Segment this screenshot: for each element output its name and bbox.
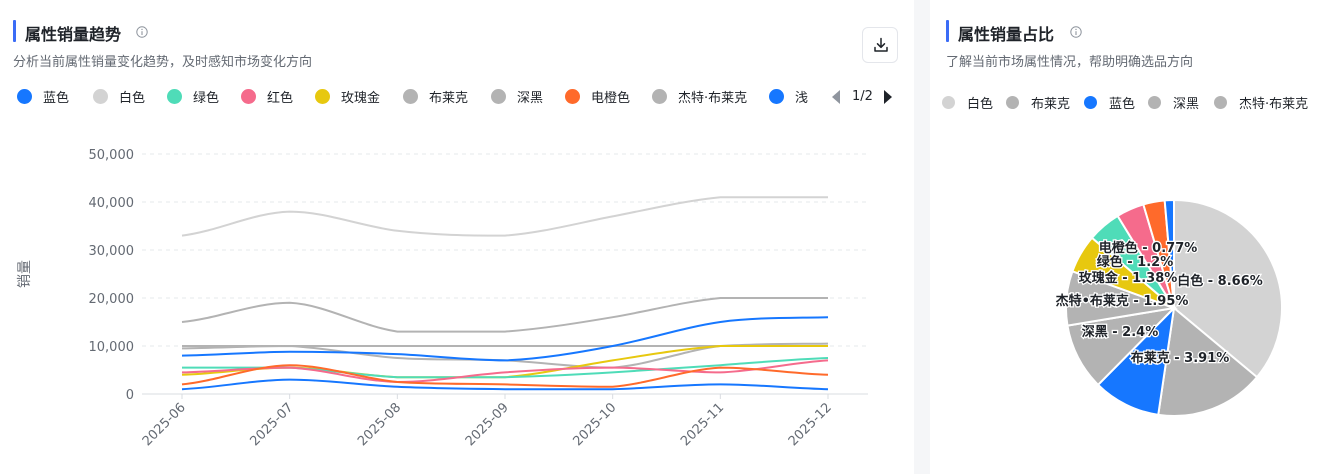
y-tick-label: 30,000 [89,244,135,259]
legend-swatch [315,88,330,104]
x-tick-label: 2025-07 [247,400,296,449]
legend-item[interactable]: 电橙色 [565,86,630,106]
legend-swatch [1214,95,1227,109]
legend-swatch [1006,95,1019,109]
y-axis-label: 销量 [17,260,33,288]
legend-label: 深黑 [1173,96,1200,112]
legend-item[interactable]: 杰特·布莱克 [652,86,747,106]
legend-label: 杰特·布莱克 [678,90,748,106]
legend-label: 布莱克 [429,90,469,106]
legend-label: 白色 [119,90,146,106]
series-line[interactable] [181,196,828,237]
legend-item[interactable]: 深黑 [1148,93,1200,112]
download-button[interactable] [862,27,898,63]
legend-item[interactable]: 蓝色 [17,86,69,106]
trend-panel: 属性销量趋势 分析当前属性销量变化趋势，及时感知市场变化方向 蓝色 白色 绿色 红色 玫… [13,20,898,450]
legend-item[interactable]: 白色 [93,86,145,106]
pie-slice-label: 布莱克 - 3.91% [1131,350,1230,366]
legend-label: 绿色 [193,90,220,106]
legend-swatch [241,88,256,104]
legend-swatch [942,95,955,109]
legend-label: 红色 [267,90,294,106]
legend-label: 布莱克 [1031,96,1071,112]
legend-swatch [403,88,418,104]
legend-swatch [1148,95,1161,109]
pie-slice-label: 绿色 - 1.2% [1097,254,1174,270]
legend-label: 深黑 [517,90,544,106]
legend-item[interactable]: 深黑 [491,86,543,106]
share-subtitle: 了解当前市场属性情况，帮助明确选品方向 [946,55,1194,70]
legend-item[interactable]: 玫瑰金 [315,86,380,106]
y-tick-label: 10,000 [89,340,135,355]
x-tick-label: 2025-12 [786,400,835,449]
info-icon[interactable] [136,26,148,38]
pie-slice-label: 杰特•布莱克 - 1.95% [1056,293,1189,309]
trend-line-chart: 0 10,000 20,000 30,000 40,000 50,000 销量 2025-06… [17,148,868,449]
legend-swatch [1084,95,1097,109]
title-accent-bar [13,20,16,42]
y-tick-label: 40,000 [89,196,135,211]
legend-page-indicator: 1/2 [852,89,873,104]
download-icon [874,37,888,52]
pie-slice-label: 电橙色 - 0.77% [1099,240,1198,256]
legend-swatch [167,88,182,104]
legend-swatch [17,88,32,104]
trend-subtitle: 分析当前属性销量变化趋势，及时感知市场变化方向 [13,55,313,70]
x-tick-label: 2025-10 [570,400,619,449]
legend-label: 电橙色 [591,90,631,106]
pie-slice[interactable] [1157,306,1259,417]
series-line[interactable] [181,297,828,333]
info-icon[interactable] [1070,26,1082,38]
pie-slice[interactable] [1163,198,1175,309]
legend-swatch [769,88,784,104]
legend-swatch [93,88,108,104]
series-line[interactable] [181,378,829,391]
legend-item[interactable]: 蓝色 [1084,93,1136,112]
legend-item[interactable]: 杰特·布莱克 [1214,93,1309,112]
legend-label: 蓝色 [1109,96,1136,112]
series-line[interactable] [181,359,829,384]
title-accent-bar [946,20,949,42]
pie-slice-label: 玫瑰金 - 1.38% [1079,270,1178,286]
x-tick-label: 2025-06 [140,400,189,449]
legend-label: 杰特·布莱克 [1239,96,1309,112]
series-line[interactable] [181,364,829,388]
pie-slice-label: 深黑 - 2.4% [1082,324,1159,340]
legend-swatch [491,88,506,104]
x-tick-label: 2025-08 [355,400,404,449]
trend-title: 属性销量趋势 [25,25,122,44]
legend-swatch [652,88,667,104]
legend-prev-icon[interactable] [832,90,840,104]
legend-label: 白色 [967,96,994,112]
legend-item[interactable]: 白色 [942,93,994,112]
legend-swatch [565,88,580,104]
y-tick-label: 20,000 [89,292,135,307]
pie-slice[interactable] [1173,198,1283,379]
share-panel: 属性销量占比 了解当前市场属性情况，帮助明确选品方向 白色 布莱克 蓝色 深黑 杰特·布… [930,0,1320,474]
legend-item[interactable]: 红色 [241,86,293,106]
legend-label: 蓝色 [43,90,70,106]
y-tick-label: 50,000 [89,148,135,163]
legend-item[interactable]: 布莱克 [403,86,468,106]
x-tick-label: 2025-11 [678,400,727,449]
share-pie-chart: 白色 - 8.66% 布莱克 - 3.91% 深黑 - 2.4% 杰特•布莱克 - 1… [1054,198,1283,417]
legend-label: 浅 [795,90,809,106]
legend-item[interactable]: 布莱克 [1006,93,1071,112]
legend-label: 玫瑰金 [341,90,381,106]
series-line[interactable] [181,316,829,362]
legend-next-icon[interactable] [884,90,892,104]
legend-item[interactable]: 浅 [769,86,808,106]
y-tick-label: 0 [126,388,134,403]
x-tick-label: 2025-09 [463,400,512,449]
share-title: 属性销量占比 [958,25,1055,44]
pie-slice-label: 白色 - 8.66% [1177,273,1263,289]
legend-item[interactable]: 绿色 [167,86,219,106]
